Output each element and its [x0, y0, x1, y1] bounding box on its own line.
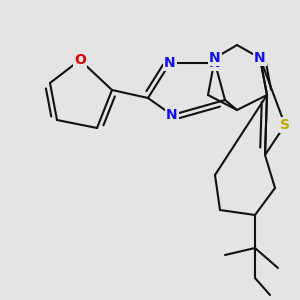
Text: N: N — [209, 51, 221, 65]
Text: N: N — [166, 108, 178, 122]
Text: N: N — [164, 56, 176, 70]
Text: O: O — [74, 53, 86, 67]
Text: N: N — [209, 56, 221, 70]
Text: N: N — [254, 51, 266, 65]
Text: S: S — [280, 118, 290, 132]
